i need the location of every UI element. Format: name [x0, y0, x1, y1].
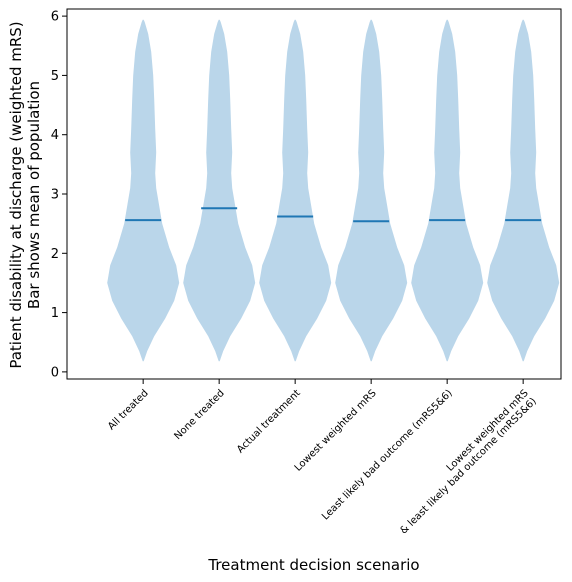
violin-3 [259, 19, 332, 362]
y-tick-label-1: 1 [51, 306, 59, 321]
y-axis-title-line-2: Bar shows mean of population [25, 81, 43, 309]
violin-5 [411, 19, 484, 362]
violin-6 [487, 19, 560, 362]
y-axis: 0 1 2 3 4 5 6 [51, 10, 67, 380]
y-tick-label-2: 2 [51, 247, 59, 262]
mean-bars [125, 207, 542, 223]
violin-4 [335, 19, 408, 362]
y-tick-label-3: 3 [51, 188, 59, 203]
x-axis-title: Treatment decision scenario [207, 556, 419, 574]
y-tick-label-0: 0 [51, 365, 59, 380]
violins [107, 19, 560, 362]
y-tick-label-5: 5 [51, 69, 59, 84]
y-axis-title-line-1: Patient disability at discharge (weighte… [7, 21, 25, 368]
violin-1 [107, 19, 180, 362]
violin-2 [183, 19, 256, 362]
y-tick-label-6: 6 [51, 10, 59, 25]
y-tick-label-4: 4 [51, 128, 59, 143]
